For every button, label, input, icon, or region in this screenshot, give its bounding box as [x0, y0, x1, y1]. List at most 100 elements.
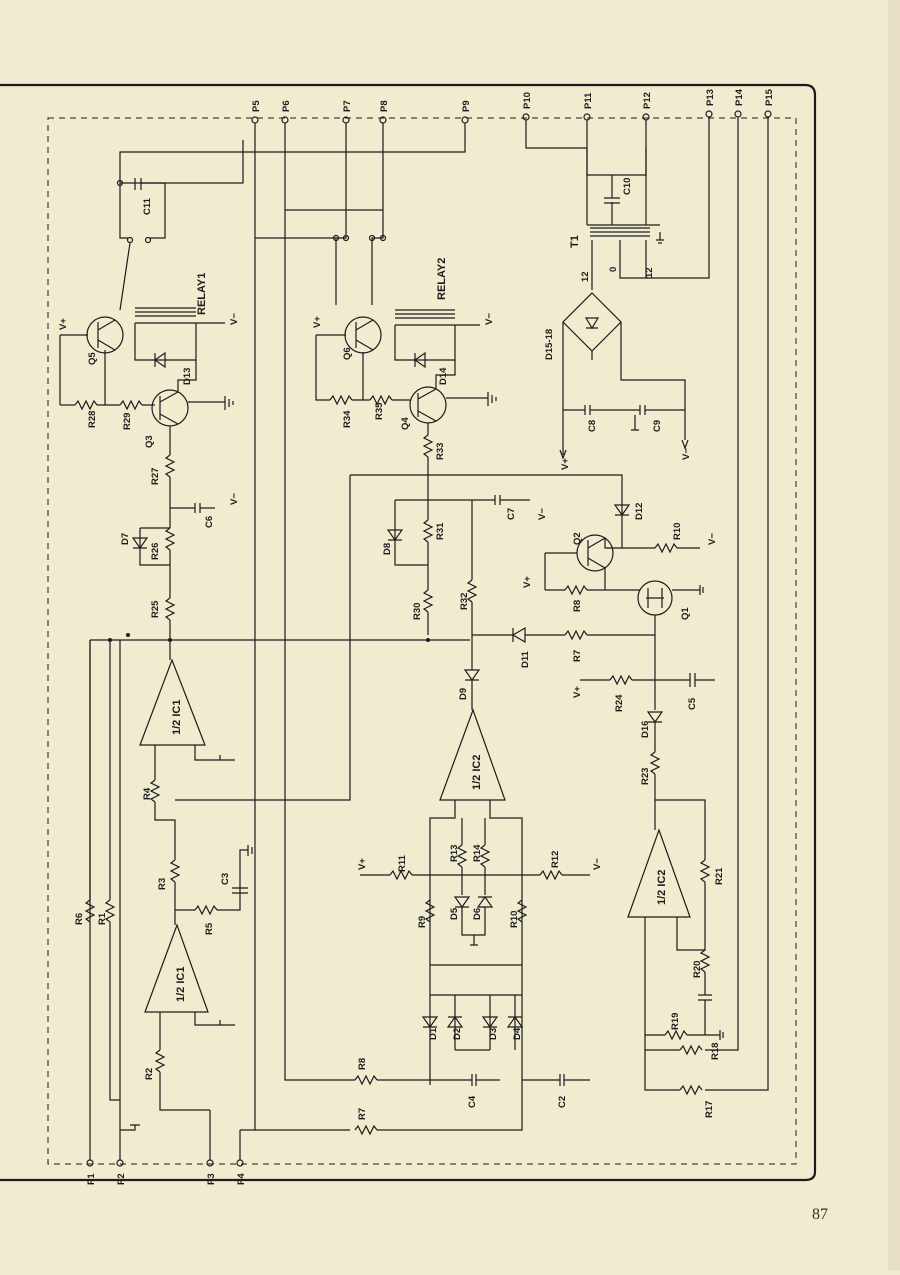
label-r13: R13 — [449, 845, 460, 862]
label-d16: D16 — [640, 721, 651, 738]
terminal-p1 — [86, 1159, 94, 1167]
transistor-q3 — [151, 389, 189, 427]
label-p11: P11 — [583, 92, 594, 109]
label-r3: R3 — [157, 878, 168, 890]
terminal-p11 — [583, 113, 591, 121]
label-d15-18: D15-18 — [544, 329, 555, 360]
label-r24: R10 — [672, 523, 683, 540]
transistor-q4 — [409, 386, 447, 424]
label-d4: D4 — [512, 1027, 523, 1040]
label-p2: P2 — [116, 1173, 127, 1185]
label-r9: R9 — [417, 916, 428, 928]
label-c11: C11 — [142, 197, 153, 215]
label-c3: C2 — [557, 1096, 568, 1108]
label-ic1-top: 1/2 IC1 — [171, 700, 183, 735]
terminal-p14 — [734, 110, 742, 118]
label-c8: C8 — [587, 420, 598, 432]
label-r20: R23 — [640, 768, 651, 785]
terminal-p3 — [206, 1159, 214, 1167]
label-r15: R17 — [704, 1101, 715, 1118]
opamp-ic2-right — [627, 828, 691, 918]
ic2-center-section: D9 1/2 IC2 R32 R13 R14 V+ R11 R12 V− D5 … — [354, 500, 603, 1136]
terminal-p4 — [236, 1159, 244, 1167]
label-tap-0: 0 — [608, 267, 619, 272]
relay2-section: RELAY2 V− D14 Q6 V+ R34 R35 Q4 R33 C7 V−… — [175, 209, 623, 801]
label-p4: P4 — [236, 1173, 247, 1185]
label-r19: R21 — [714, 867, 725, 885]
ic2-right-section: 1/2 IC2 R21 R20 R19 R18 R17 — [627, 799, 725, 1118]
bridge-rectifier — [562, 292, 622, 352]
page-binding-edge — [888, 0, 900, 1270]
label-d13: D13 — [182, 368, 193, 385]
label-vminus-c7: V− — [537, 508, 548, 520]
label-vplus-r2: V+ — [312, 316, 323, 328]
label-p10: P10 — [522, 92, 533, 109]
label-r18: R20 — [692, 961, 703, 978]
label-c9: C9 — [652, 420, 663, 432]
label-p5: P5 — [251, 100, 262, 112]
label-tap-12a: 12 — [580, 271, 591, 282]
label-vminus-r12: V− — [592, 858, 603, 870]
label-r22: R7 — [572, 650, 583, 662]
transistor-q5 — [86, 316, 124, 354]
label-vplus-r21: V+ — [572, 686, 583, 698]
label-vplus-q2: V+ — [522, 576, 533, 588]
label-vminus-c6: V− — [229, 493, 240, 505]
label-c2: C4 — [467, 1095, 478, 1108]
label-q2: Q2 — [572, 532, 583, 545]
label-vminus-r1: V− — [229, 313, 240, 325]
label-d1: D1 — [428, 1027, 439, 1040]
label-vminus-r2: V− — [484, 313, 495, 325]
label-c6: C6 — [204, 516, 215, 528]
label-r31: R31 — [435, 522, 446, 540]
label-r28: R28 — [87, 411, 98, 428]
label-p13: P13 — [705, 89, 716, 106]
opamp-ic1-top — [139, 658, 206, 746]
label-q4: Q4 — [400, 417, 411, 430]
label-q1: Q1 — [680, 607, 691, 620]
label-p6: P6 — [281, 100, 292, 112]
label-c5: C5 — [687, 697, 698, 710]
label-vplus-r11: V+ — [357, 858, 368, 870]
label-p7: P7 — [342, 100, 353, 112]
ic1-bottom-section: 1/2 IC1 R2 — [120, 910, 235, 1131]
label-r14: R14 — [472, 844, 483, 862]
label-p1: P1 — [86, 1173, 97, 1185]
terminal-p15 — [764, 110, 772, 118]
terminal-p10 — [522, 113, 530, 121]
label-r17: R19 — [670, 1013, 681, 1030]
label-ic2-center: 1/2 IC2 — [471, 755, 483, 790]
label-r8: R8 — [357, 1058, 368, 1070]
label-d11: D11 — [520, 650, 531, 668]
label-d8: D8 — [382, 543, 393, 555]
label-ic2-right: 1/2 IC2 — [656, 870, 668, 905]
terminal-p12 — [642, 113, 650, 121]
label-r11: R11 — [397, 854, 408, 872]
label-r29: R29 — [122, 413, 133, 430]
label-q6: Q6 — [342, 347, 353, 360]
ic1-top-section: 1/2 IC1 R4 R3 R5 C3 R1 R6 — [74, 638, 470, 1101]
label-r1: R1 — [97, 912, 108, 925]
label-vplus-r1: V+ — [58, 318, 69, 330]
label-c7: C7 — [506, 508, 517, 520]
label-p12: P12 — [642, 92, 653, 109]
label-r12: R12 — [550, 851, 561, 868]
top-terminals — [251, 110, 772, 124]
label-vminus-supply: V− — [681, 448, 692, 460]
label-r10: R10 — [509, 911, 520, 928]
opamp-ic2-center — [439, 708, 506, 801]
label-p14: P14 — [734, 88, 745, 106]
label-t1: T1 — [569, 235, 581, 248]
label-p15: P15 — [764, 88, 775, 106]
label-tap-12b: 12 — [644, 267, 655, 278]
relay1-section: C11 RELAY1 V− D13 Q5 V+ R28 R29 Q3 R27 C — [58, 140, 244, 660]
label-vminus-q2: V− — [707, 533, 718, 545]
label-d2: D2 — [452, 1028, 463, 1040]
label-r5: R5 — [204, 922, 215, 935]
label-r4: R4 — [142, 787, 153, 800]
terminal-p13 — [705, 110, 713, 118]
label-relay2: RELAY2 — [436, 258, 448, 300]
label-r16: R18 — [710, 1043, 721, 1060]
terminal-p5 — [251, 116, 259, 124]
